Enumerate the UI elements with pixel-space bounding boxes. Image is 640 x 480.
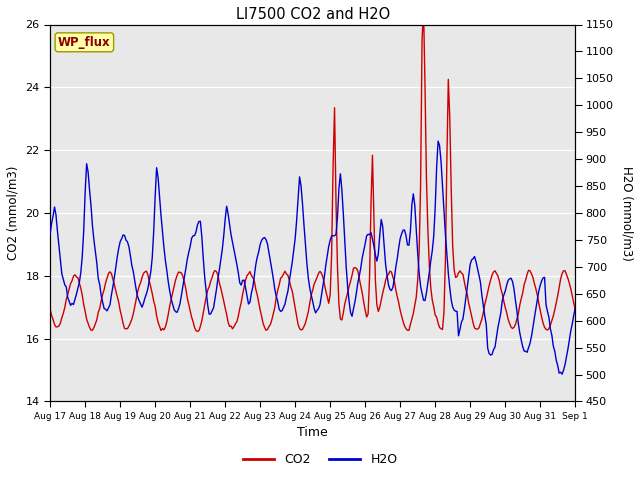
- Y-axis label: CO2 (mmol/m3): CO2 (mmol/m3): [7, 166, 20, 260]
- Title: LI7500 CO2 and H2O: LI7500 CO2 and H2O: [236, 7, 390, 22]
- X-axis label: Time: Time: [298, 426, 328, 440]
- Text: WP_flux: WP_flux: [58, 36, 111, 49]
- Y-axis label: H2O (mmol/m3): H2O (mmol/m3): [620, 166, 633, 261]
- Legend: CO2, H2O: CO2, H2O: [237, 448, 403, 471]
